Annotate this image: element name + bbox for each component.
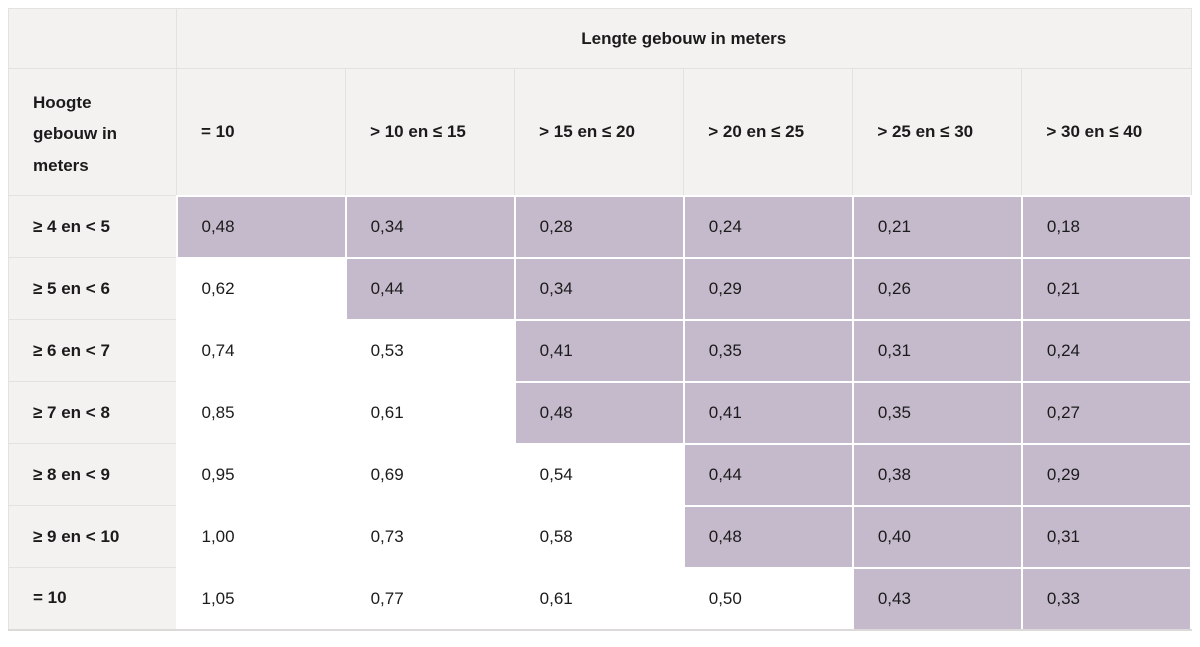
corner-header: Hoogte gebouw in meters bbox=[8, 68, 177, 196]
value-cell: 0,50 bbox=[682, 566, 854, 631]
value-cell: 0,28 bbox=[513, 194, 685, 259]
value-cell: 0,38 bbox=[851, 442, 1023, 507]
value-cell: 0,18 bbox=[1020, 194, 1193, 259]
value-cell: 0,35 bbox=[851, 380, 1023, 445]
value-cell: 0,24 bbox=[682, 194, 854, 259]
value-cell: 0,34 bbox=[344, 194, 516, 259]
row-header: ≥ 5 en < 6 bbox=[8, 257, 177, 320]
table-row: ≥ 9 en < 10 1,00 0,73 0,58 0,48 0,40 0,31 bbox=[8, 504, 1193, 569]
value-cell: 0,21 bbox=[1020, 256, 1193, 321]
column-header: = 10 bbox=[175, 68, 347, 196]
row-header: = 10 bbox=[8, 567, 177, 631]
value-cell: 0,44 bbox=[344, 256, 516, 321]
column-header: > 15 en ≤ 20 bbox=[514, 68, 685, 196]
row-header: ≥ 8 en < 9 bbox=[8, 443, 177, 506]
building-dimensions-table: Lengte gebouw in meters Hoogte gebouw in… bbox=[8, 8, 1193, 631]
value-cell: 0,48 bbox=[682, 504, 854, 569]
value-cell: 0,31 bbox=[851, 318, 1023, 383]
row-header: ≥ 4 en < 5 bbox=[8, 195, 177, 258]
row-header: ≥ 7 en < 8 bbox=[8, 381, 177, 444]
value-cell: 0,58 bbox=[513, 504, 685, 569]
column-header: > 25 en ≤ 30 bbox=[852, 68, 1023, 196]
column-header: > 20 en ≤ 25 bbox=[683, 68, 854, 196]
value-cell: 0,43 bbox=[851, 566, 1023, 631]
value-cell: 0,44 bbox=[682, 442, 854, 507]
value-cell: 0,31 bbox=[1020, 504, 1193, 569]
value-cell: 0,24 bbox=[1020, 318, 1193, 383]
group-header: Lengte gebouw in meters bbox=[176, 8, 1192, 69]
value-cell: 0,48 bbox=[175, 194, 347, 259]
row-header: ≥ 6 en < 7 bbox=[8, 319, 177, 382]
value-cell: 0,85 bbox=[175, 380, 347, 445]
value-cell: 0,40 bbox=[851, 504, 1023, 569]
value-cell: 0,74 bbox=[175, 318, 347, 383]
value-cell: 0,27 bbox=[1020, 380, 1193, 445]
table-body: ≥ 4 en < 5 0,48 0,34 0,28 0,24 0,21 0,18 ≥ 5 en… bbox=[8, 194, 1193, 631]
table-head: Lengte gebouw in meters Hoogte gebouw in… bbox=[8, 8, 1192, 196]
group-header-row: Lengte gebouw in meters bbox=[8, 8, 1192, 69]
table-row: ≥ 4 en < 5 0,48 0,34 0,28 0,24 0,21 0,18 bbox=[8, 194, 1193, 259]
column-header-row: Hoogte gebouw in meters = 10 > 10 en ≤ 15… bbox=[8, 68, 1192, 196]
value-cell: 1,05 bbox=[175, 566, 347, 631]
table-row: ≥ 7 en < 8 0,85 0,61 0,48 0,41 0,35 0,27 bbox=[8, 380, 1193, 445]
value-cell: 0,73 bbox=[344, 504, 516, 569]
value-cell: 0,95 bbox=[175, 442, 347, 507]
table-row: = 10 1,05 0,77 0,61 0,50 0,43 0,33 bbox=[8, 566, 1193, 631]
value-cell: 0,69 bbox=[344, 442, 516, 507]
value-cell: 0,53 bbox=[344, 318, 516, 383]
table-row: ≥ 5 en < 6 0,62 0,44 0,34 0,29 0,26 0,21 bbox=[8, 256, 1193, 321]
row-header: ≥ 9 en < 10 bbox=[8, 505, 177, 568]
value-cell: 0,61 bbox=[513, 566, 685, 631]
value-cell: 0,48 bbox=[513, 380, 685, 445]
value-cell: 0,54 bbox=[513, 442, 685, 507]
value-cell: 0,29 bbox=[1020, 442, 1193, 507]
value-cell: 0,77 bbox=[344, 566, 516, 631]
value-cell: 0,62 bbox=[175, 256, 347, 321]
value-cell: 0,21 bbox=[851, 194, 1023, 259]
table-row: ≥ 6 en < 7 0,74 0,53 0,41 0,35 0,31 0,24 bbox=[8, 318, 1193, 383]
value-cell: 0,41 bbox=[513, 318, 685, 383]
corner-cell-empty bbox=[8, 8, 177, 69]
column-header: > 10 en ≤ 15 bbox=[345, 68, 516, 196]
column-header: > 30 en ≤ 40 bbox=[1021, 68, 1192, 196]
value-cell: 0,41 bbox=[682, 380, 854, 445]
table-row: ≥ 8 en < 9 0,95 0,69 0,54 0,44 0,38 0,29 bbox=[8, 442, 1193, 507]
value-cell: 0,26 bbox=[851, 256, 1023, 321]
value-cell: 0,34 bbox=[513, 256, 685, 321]
value-cell: 0,61 bbox=[344, 380, 516, 445]
value-cell: 0,35 bbox=[682, 318, 854, 383]
value-cell: 0,33 bbox=[1020, 566, 1193, 631]
value-cell: 1,00 bbox=[175, 504, 347, 569]
value-cell: 0,29 bbox=[682, 256, 854, 321]
